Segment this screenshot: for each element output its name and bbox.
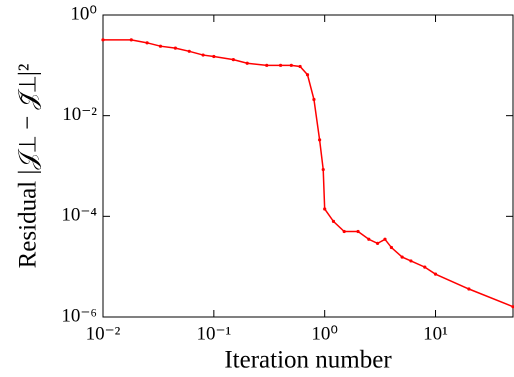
point [323,207,327,211]
point [467,287,471,291]
plot-frame [102,14,514,318]
point [305,73,310,77]
point [409,259,413,263]
y-tick-label: 10⁻⁴ [61,205,97,226]
point [158,44,163,48]
x-tick-label: 10⁻² [86,323,121,344]
y-tick-label: 10⁰ [70,3,97,24]
point [511,305,514,309]
point [400,255,404,259]
point [187,49,191,53]
point [201,53,205,57]
point [173,46,178,50]
line [103,39,514,308]
point [342,229,346,234]
y-tick-label: 10⁻² [62,104,97,125]
point [389,245,394,250]
point [245,61,249,65]
x-axis-title: Iteration number [224,347,392,374]
point [321,167,325,172]
point [298,64,302,69]
point [331,219,336,223]
point [383,237,387,241]
point [289,63,293,67]
point [356,229,360,234]
x-tick-label: 10⁻¹ [196,323,231,344]
point [101,38,105,42]
point [231,57,235,62]
point [433,272,438,276]
point [278,63,283,67]
x-tick-label: 10⁰ [311,323,338,344]
point [129,38,133,42]
point [312,97,316,102]
y-axis-title: Residual |𝒥⊥ − 𝒥̃⊥|² [15,64,42,269]
point [375,241,380,245]
point [145,41,149,45]
point [423,265,427,269]
point [367,237,371,241]
point [212,54,216,59]
point [265,63,269,67]
y-tick-label: 10⁻⁶ [61,305,97,326]
point [318,138,322,142]
x-tick-label: 10¹ [423,323,448,344]
